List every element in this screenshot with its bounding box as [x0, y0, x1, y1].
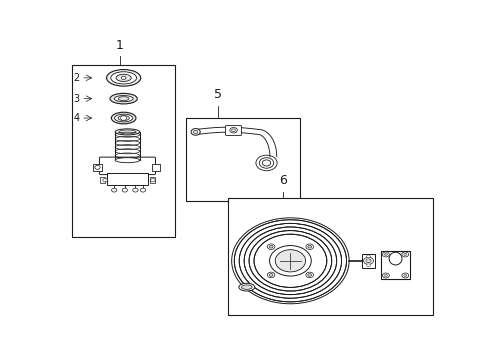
Circle shape — [307, 245, 311, 248]
Circle shape — [382, 273, 388, 278]
Circle shape — [269, 246, 310, 276]
Circle shape — [140, 188, 145, 192]
Circle shape — [275, 250, 305, 272]
Ellipse shape — [118, 97, 129, 100]
Ellipse shape — [238, 283, 254, 291]
Circle shape — [305, 244, 313, 249]
Bar — [100, 176, 105, 184]
Text: 3: 3 — [73, 94, 79, 104]
Circle shape — [365, 259, 370, 263]
Bar — [186, 118, 299, 201]
Ellipse shape — [114, 96, 133, 102]
Circle shape — [95, 166, 100, 169]
FancyBboxPatch shape — [225, 126, 241, 135]
Circle shape — [401, 273, 408, 278]
Ellipse shape — [106, 69, 141, 86]
Circle shape — [401, 252, 408, 257]
Circle shape — [366, 264, 369, 267]
Circle shape — [403, 274, 406, 276]
Bar — [362, 254, 374, 268]
Bar — [381, 251, 409, 279]
Circle shape — [150, 179, 155, 182]
Ellipse shape — [116, 74, 131, 81]
Circle shape — [307, 274, 311, 276]
Circle shape — [111, 188, 117, 192]
Circle shape — [305, 272, 313, 278]
Circle shape — [121, 116, 126, 120]
Circle shape — [229, 127, 237, 133]
Text: 1: 1 — [116, 39, 123, 51]
Bar — [106, 173, 148, 185]
Circle shape — [122, 188, 127, 192]
Circle shape — [121, 76, 126, 80]
Circle shape — [366, 255, 369, 258]
Bar — [72, 66, 175, 237]
Circle shape — [363, 257, 373, 264]
Ellipse shape — [115, 158, 140, 163]
Bar — [93, 164, 102, 171]
FancyBboxPatch shape — [99, 157, 155, 175]
Ellipse shape — [111, 72, 136, 84]
Circle shape — [191, 129, 200, 135]
Circle shape — [231, 129, 235, 132]
Text: 6: 6 — [278, 174, 286, 187]
Circle shape — [231, 218, 348, 304]
Circle shape — [102, 179, 107, 182]
Circle shape — [382, 252, 388, 257]
Circle shape — [403, 253, 406, 256]
Circle shape — [267, 244, 274, 249]
Text: 5: 5 — [214, 89, 222, 102]
Circle shape — [269, 274, 272, 276]
Text: 4: 4 — [73, 113, 79, 123]
Bar — [150, 176, 155, 184]
Bar — [152, 163, 159, 171]
Ellipse shape — [118, 116, 129, 121]
Ellipse shape — [115, 129, 140, 135]
Circle shape — [384, 253, 386, 256]
Circle shape — [267, 272, 274, 278]
Ellipse shape — [388, 252, 401, 265]
Circle shape — [384, 274, 386, 276]
Text: 2: 2 — [73, 73, 79, 83]
Ellipse shape — [114, 114, 132, 122]
Circle shape — [193, 130, 198, 134]
Circle shape — [269, 245, 272, 248]
Circle shape — [132, 188, 138, 192]
Ellipse shape — [241, 285, 252, 289]
Ellipse shape — [119, 130, 136, 134]
Ellipse shape — [111, 112, 136, 124]
Bar — [227, 198, 432, 315]
Ellipse shape — [110, 93, 137, 104]
